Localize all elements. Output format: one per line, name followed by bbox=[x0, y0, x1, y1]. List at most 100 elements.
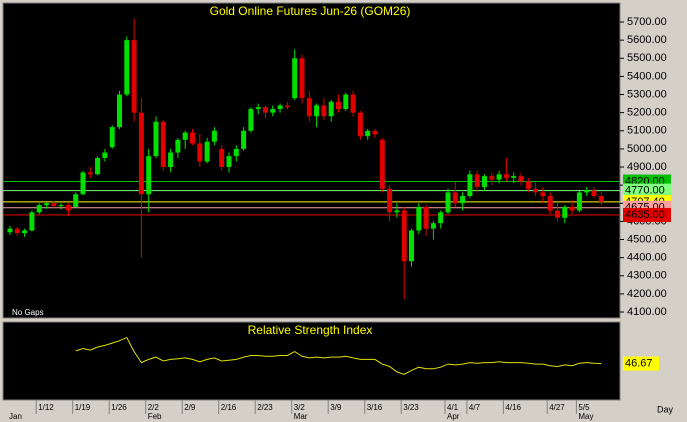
rsi-value-label: 46.67 bbox=[625, 358, 653, 370]
level-label: 4770.00 bbox=[625, 184, 665, 196]
month-label: Mar bbox=[294, 412, 308, 421]
candle-body bbox=[401, 210, 407, 262]
candle-body bbox=[416, 206, 422, 231]
candle-body bbox=[525, 181, 531, 189]
candle-body bbox=[569, 206, 575, 211]
x-tick-label: 3/2 bbox=[294, 403, 306, 412]
y-tick-label: 4900.00 bbox=[627, 161, 667, 173]
candle-body bbox=[138, 112, 144, 195]
candle-body bbox=[379, 139, 385, 189]
y-tick-label: 4500.00 bbox=[627, 233, 667, 245]
candle-body bbox=[591, 190, 597, 197]
candle-body bbox=[248, 109, 254, 131]
chart-title: Gold Online Futures Jun-26 (GOM26) bbox=[210, 4, 411, 18]
candle-body bbox=[95, 157, 101, 175]
candle-body bbox=[372, 130, 378, 135]
candle-body bbox=[211, 130, 217, 142]
candle-body bbox=[598, 196, 604, 202]
candle-body bbox=[263, 107, 268, 113]
candle-body bbox=[511, 176, 517, 178]
x-tick-label: 1/19 bbox=[75, 403, 91, 412]
y-tick-label: 4300.00 bbox=[627, 270, 667, 282]
candle-body bbox=[190, 132, 195, 144]
candle-body bbox=[44, 203, 49, 206]
y-tick-label: 5100.00 bbox=[627, 125, 667, 137]
y-tick-label: 4400.00 bbox=[627, 252, 667, 264]
candle-body bbox=[80, 172, 86, 195]
candle-body bbox=[409, 230, 414, 262]
candle-body bbox=[160, 121, 166, 168]
candle-body bbox=[7, 228, 13, 233]
candle-body bbox=[14, 228, 20, 234]
candle-body bbox=[65, 205, 71, 211]
candle-body bbox=[219, 148, 225, 168]
x-tick-label: 3/16 bbox=[367, 403, 383, 412]
candle-body bbox=[51, 203, 57, 206]
candle-body bbox=[540, 192, 546, 197]
y-tick-label: 5400.00 bbox=[627, 70, 667, 82]
candle-body bbox=[503, 174, 509, 178]
candle-body bbox=[241, 130, 247, 149]
x-tick-label: 4/16 bbox=[505, 403, 521, 412]
candle-body bbox=[576, 192, 582, 211]
candle-body bbox=[350, 94, 356, 113]
y-tick-label: 5700.00 bbox=[627, 16, 667, 28]
candle-body bbox=[124, 40, 130, 95]
x-unit: Day bbox=[657, 404, 674, 414]
candle-body bbox=[430, 223, 436, 229]
candle-body bbox=[452, 192, 458, 204]
candle-body bbox=[489, 176, 495, 180]
candle-body bbox=[29, 212, 35, 231]
candle-body bbox=[584, 190, 590, 193]
x-tick-label: 4/1 bbox=[447, 403, 459, 412]
candle-body bbox=[204, 141, 210, 162]
candle-body bbox=[460, 196, 466, 204]
candle-body bbox=[357, 112, 363, 137]
candle-body bbox=[102, 152, 108, 158]
candle-body bbox=[562, 206, 568, 218]
month-label: May bbox=[578, 412, 593, 421]
y-tick-label: 5500.00 bbox=[627, 52, 667, 64]
candle-body bbox=[226, 156, 232, 168]
candle-body bbox=[182, 132, 188, 140]
candle-body bbox=[445, 192, 451, 213]
candle-body bbox=[117, 94, 122, 128]
candle-body bbox=[109, 127, 115, 148]
candle-body bbox=[321, 105, 327, 117]
candle-body bbox=[547, 196, 553, 211]
candle-body bbox=[328, 101, 334, 117]
level-label-bg bbox=[623, 183, 671, 198]
y-tick-label: 5300.00 bbox=[627, 88, 667, 100]
candle-body bbox=[175, 139, 181, 153]
x-tick-label: 2/2 bbox=[148, 403, 160, 412]
x-tick-label: 3/9 bbox=[330, 403, 342, 412]
candle-body bbox=[277, 105, 283, 110]
candle-body bbox=[58, 205, 64, 207]
y-tick-label: 5000.00 bbox=[627, 143, 667, 155]
x-tick-label: 5/5 bbox=[578, 403, 590, 412]
x-tick-label: 4/7 bbox=[469, 403, 481, 412]
candle-body bbox=[314, 105, 320, 117]
x-tick-label: 2/9 bbox=[184, 403, 196, 412]
candle-body bbox=[255, 107, 261, 110]
x-tick-label: 4/27 bbox=[549, 403, 565, 412]
y-tick-label: 4200.00 bbox=[627, 288, 667, 300]
candle-body bbox=[387, 188, 393, 213]
candle-body bbox=[306, 98, 312, 117]
x-tick-label: 3/23 bbox=[403, 403, 419, 412]
level-label-bg bbox=[623, 208, 671, 223]
candle-body bbox=[73, 194, 79, 207]
candle-body bbox=[496, 174, 502, 180]
candle-body bbox=[518, 176, 524, 182]
candle-body bbox=[36, 205, 42, 213]
candle-body bbox=[343, 94, 349, 110]
candle-body bbox=[555, 210, 560, 218]
rsi-panel bbox=[2, 321, 621, 401]
candle-body bbox=[197, 143, 203, 162]
y-tick-label: 4100.00 bbox=[627, 306, 667, 318]
candle-body bbox=[533, 188, 539, 193]
candle-body bbox=[423, 206, 429, 229]
candle-body bbox=[168, 152, 174, 168]
candle-body bbox=[365, 130, 371, 137]
month-label: Jan bbox=[9, 412, 22, 421]
